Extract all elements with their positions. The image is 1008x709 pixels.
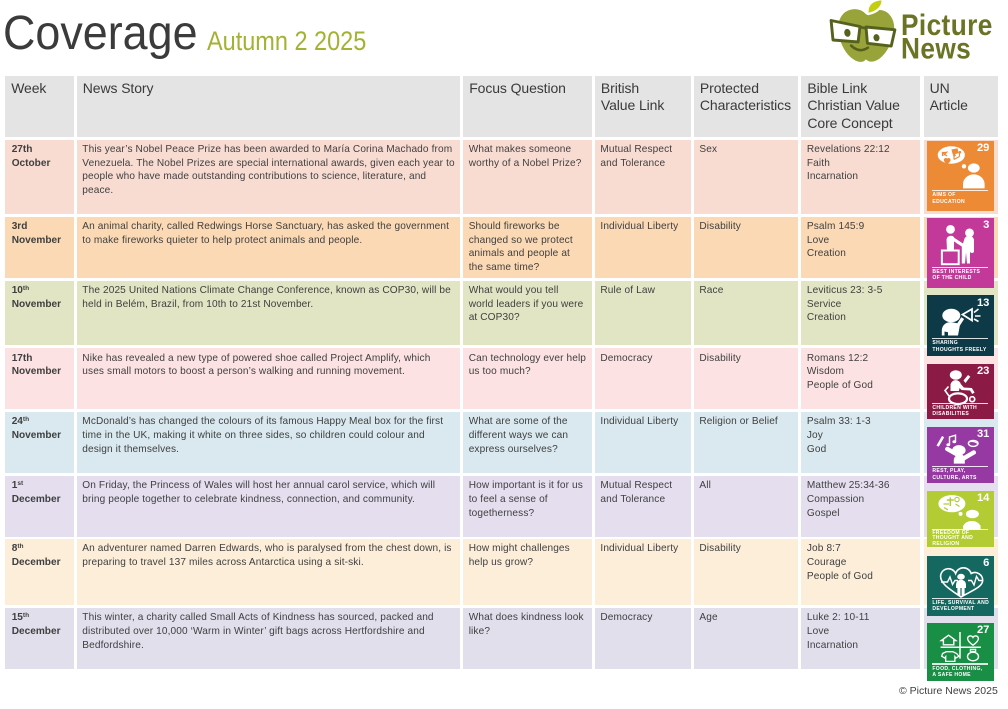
svg-text:Picture: Picture [901,7,993,41]
svg-text:News: News [901,31,971,65]
